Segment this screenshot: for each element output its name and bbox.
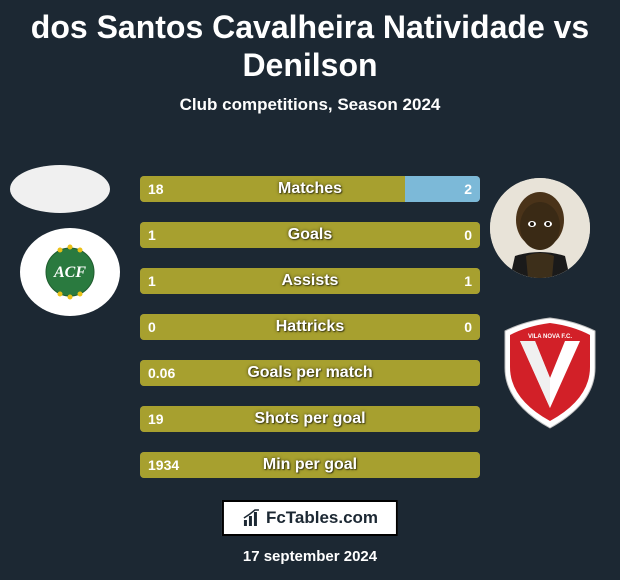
stat-label: Assists <box>140 268 480 294</box>
club-left-logo: ACF <box>20 228 120 316</box>
stat-label: Min per goal <box>140 452 480 478</box>
footer-date: 17 september 2024 <box>243 548 377 565</box>
svg-text:ACF: ACF <box>53 264 86 281</box>
brand-text: FcTables.com <box>266 508 378 528</box>
stats-container: 182Matches 10Goals 11Assists 00Hattricks 0.0… <box>140 176 480 498</box>
club-right-logo: VILA NOVA F.C. <box>490 310 610 435</box>
brand-badge: FcTables.com <box>222 500 398 536</box>
player-right-avatar <box>490 178 590 278</box>
player-left-avatar <box>10 165 110 213</box>
stat-label: Goals per match <box>140 360 480 386</box>
comparison-subtitle: Club competitions, Season 2024 <box>0 95 620 115</box>
stat-label: Matches <box>140 176 480 202</box>
comparison-title: dos Santos Cavalheira Natividade vs Deni… <box>0 0 620 85</box>
stat-label: Goals <box>140 222 480 248</box>
svg-text:VILA NOVA F.C.: VILA NOVA F.C. <box>528 334 572 340</box>
stat-label: Hattricks <box>140 314 480 340</box>
stat-row: 182Matches <box>140 176 480 202</box>
stat-row: 00Hattricks <box>140 314 480 340</box>
stat-row: 11Assists <box>140 268 480 294</box>
stat-row: 19Shots per goal <box>140 406 480 432</box>
chart-icon <box>242 508 262 528</box>
stat-row: 0.06Goals per match <box>140 360 480 386</box>
stat-row: 1934Min per goal <box>140 452 480 478</box>
stat-label: Shots per goal <box>140 406 480 432</box>
stat-row: 10Goals <box>140 222 480 248</box>
